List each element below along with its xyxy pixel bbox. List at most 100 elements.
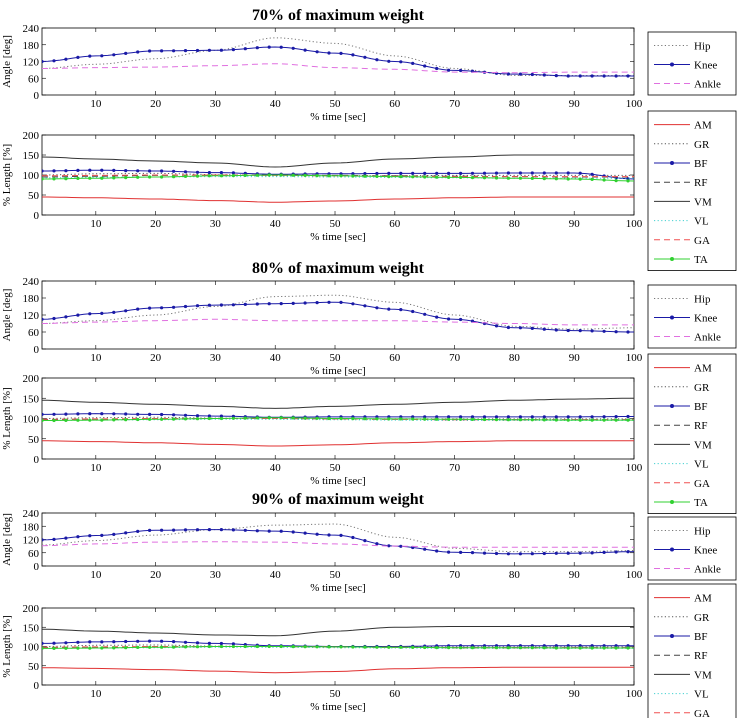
- x-tick-label: 10: [90, 352, 102, 364]
- series-point-knee: [76, 313, 80, 317]
- series-point-knee: [267, 45, 271, 49]
- series-point-ta: [590, 418, 594, 422]
- series-point-bf: [363, 172, 367, 176]
- x-tick-label: 10: [90, 218, 102, 230]
- legend-marker-bf: [670, 161, 674, 165]
- legend-label-gr: GR: [694, 612, 710, 624]
- series-point-ta: [279, 173, 283, 177]
- series-point-bf: [76, 168, 80, 172]
- legend-label-bf: BF: [694, 401, 707, 413]
- series-point-bf: [590, 415, 594, 419]
- series-point-ta: [399, 645, 403, 649]
- y-tick-label: 200: [23, 373, 40, 385]
- series-point-ta: [566, 418, 570, 422]
- series-point-knee: [459, 550, 463, 555]
- series-point-ta: [578, 646, 582, 650]
- series-point-ta: [267, 644, 271, 649]
- series-point-ta: [339, 416, 343, 421]
- x-axis-label: % time [sec]: [310, 365, 366, 377]
- legend-label-hip: Hip: [694, 526, 711, 538]
- y-tick-label: 200: [23, 603, 40, 615]
- legend-label-rf: RF: [694, 420, 707, 432]
- legend-label-vl: VL: [694, 459, 709, 471]
- series-point-bf: [52, 412, 56, 416]
- series-point-knee: [578, 551, 582, 555]
- x-tick-label: 60: [389, 688, 401, 700]
- series-point-ta: [435, 175, 439, 179]
- series-point-knee: [399, 60, 403, 64]
- x-tick-label: 50: [330, 688, 342, 700]
- panel-length: 0 50 100 150 200 10 20 30 40 50 60 70 80 90 100 % time …: [1, 353, 737, 515]
- series-point-ta: [100, 646, 104, 650]
- series-point-knee: [219, 48, 223, 52]
- series-point-ta: [566, 177, 570, 181]
- y-tick-label: 0: [34, 90, 40, 102]
- series-point-ta: [494, 176, 499, 180]
- series-point-knee: [195, 528, 200, 532]
- x-tick-label: 100: [626, 218, 643, 230]
- chart-title: 80% of maximum weight: [252, 260, 425, 277]
- series-point-knee: [243, 47, 247, 51]
- legend-marker-knee: [670, 547, 674, 552]
- series-point-knee: [542, 551, 546, 556]
- series-point-ta: [52, 418, 56, 423]
- legend-label-am: AM: [694, 120, 712, 132]
- series-point-ta: [482, 176, 487, 180]
- series-point-ta: [459, 417, 463, 421]
- series-point-knee: [578, 329, 582, 333]
- series-point-ta: [375, 645, 379, 649]
- chart-group-1: 70% of maximum weight 0 60 120 180 240 10 20 30 4…: [1, 7, 737, 272]
- y-tick-label: 0: [34, 680, 40, 692]
- series-point-knee: [566, 551, 570, 555]
- y-axis-label: Angle [deg]: [1, 513, 13, 566]
- x-tick-label: 80: [509, 98, 521, 110]
- series-point-bf: [530, 171, 534, 175]
- series-point-bf: [411, 171, 415, 175]
- x-tick-label: 30: [210, 98, 222, 110]
- series-point-bf: [482, 415, 487, 419]
- x-tick-label: 30: [210, 352, 222, 364]
- series-point-knee: [160, 306, 164, 310]
- x-tick-label: 20: [150, 569, 162, 581]
- legend-label-am: AM: [694, 363, 712, 375]
- series-point-bf: [219, 414, 223, 418]
- series-line-am: [42, 666, 634, 674]
- series-point-bf: [435, 415, 439, 419]
- series-point-ta: [76, 418, 80, 422]
- series-point-knee: [183, 49, 188, 53]
- series-layer: [42, 154, 634, 203]
- series-point-bf: [42, 412, 44, 416]
- y-tick-label: 120: [23, 310, 40, 322]
- series-point-knee: [112, 532, 116, 537]
- series-point-knee: [243, 302, 247, 306]
- series-point-ta: [267, 416, 271, 420]
- x-tick-label: 40: [270, 218, 282, 230]
- x-axis-label: % time [sec]: [310, 582, 366, 594]
- series-point-ta: [136, 175, 140, 179]
- series-point-bf: [459, 171, 463, 175]
- series-point-bf: [626, 414, 630, 419]
- series-point-bf: [183, 413, 188, 417]
- series-point-bf: [88, 640, 92, 644]
- series-point-knee: [136, 529, 140, 534]
- series-point-ta: [375, 174, 379, 178]
- series-point-knee: [530, 72, 534, 77]
- series-point-ta: [52, 646, 56, 651]
- series-point-knee: [64, 315, 68, 319]
- series-point-ta: [124, 176, 128, 180]
- series-point-knee: [183, 304, 188, 309]
- legend-label-ta: TA: [694, 497, 708, 509]
- series-line-bf: [42, 169, 634, 180]
- series-point-ta: [578, 418, 582, 422]
- series-point-ta: [375, 417, 379, 421]
- x-tick-label: 30: [210, 569, 222, 581]
- series-line-ankle: [42, 541, 634, 548]
- series-point-bf: [52, 169, 56, 173]
- series-point-knee: [411, 61, 415, 65]
- legend-label-ga: GA: [694, 708, 710, 718]
- series-point-knee: [375, 542, 379, 546]
- series-point-bf: [207, 171, 211, 175]
- series-layer: [42, 626, 634, 674]
- y-tick-label: 180: [23, 40, 40, 52]
